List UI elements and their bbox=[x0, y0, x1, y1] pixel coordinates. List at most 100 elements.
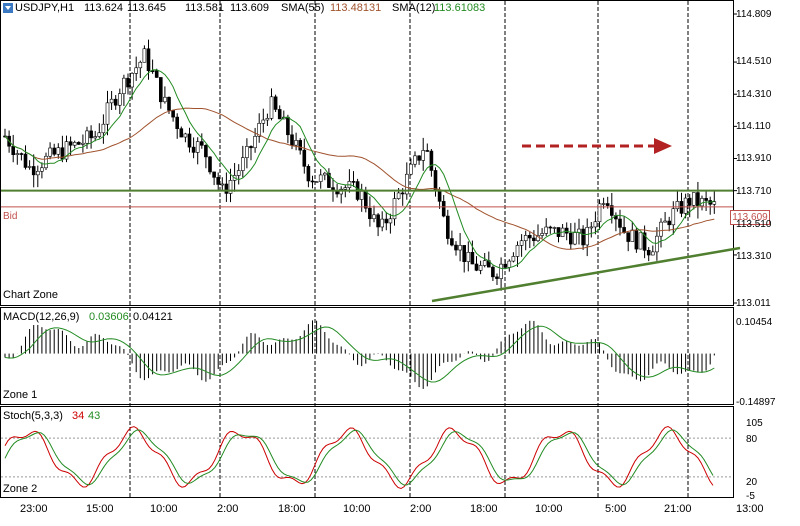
candle-body bbox=[208, 156, 212, 173]
candle-body bbox=[388, 218, 393, 224]
candle-body bbox=[540, 233, 544, 236]
candle-body bbox=[691, 192, 696, 206]
sma-short-value: 113.61083 bbox=[434, 2, 486, 14]
trend-line bbox=[431, 246, 741, 303]
candle-body bbox=[134, 67, 138, 74]
candle-body bbox=[175, 116, 179, 129]
time-label: 18:00 bbox=[278, 503, 306, 515]
macd-title: MACD(12,26,9) bbox=[3, 311, 80, 323]
candle-body bbox=[245, 146, 249, 158]
macd-tick: -0.14897 bbox=[736, 397, 776, 408]
candle-body bbox=[663, 220, 667, 223]
candle-body bbox=[351, 181, 356, 183]
candle-body bbox=[290, 134, 294, 146]
candle-body bbox=[687, 197, 692, 206]
time-label: 23:00 bbox=[20, 503, 48, 515]
main-pane-frame bbox=[0, 0, 734, 306]
price-tick: 113.710 bbox=[736, 186, 772, 197]
sma-long-value: 113.48131 bbox=[330, 2, 382, 14]
candle-body bbox=[462, 245, 467, 262]
sma-short-label: SMA(12) bbox=[392, 2, 436, 14]
candle-body bbox=[216, 177, 220, 185]
candle-body bbox=[183, 133, 188, 138]
candle-body bbox=[548, 226, 553, 229]
candle-body bbox=[421, 150, 426, 161]
candle-body bbox=[372, 214, 376, 220]
candle-body bbox=[179, 128, 184, 138]
candle-body bbox=[81, 142, 85, 145]
candle-body bbox=[224, 183, 229, 194]
candle-body bbox=[650, 251, 655, 256]
candle-body bbox=[265, 118, 270, 121]
candle-body bbox=[318, 174, 323, 182]
candle-body bbox=[31, 166, 36, 176]
candle-body bbox=[491, 266, 495, 278]
candle-body bbox=[286, 116, 290, 136]
candle-body bbox=[343, 187, 348, 190]
candle-body bbox=[327, 172, 331, 188]
price-tick: 113.011 bbox=[736, 298, 771, 309]
stoch-k-value: 34 bbox=[72, 410, 85, 422]
candle-body bbox=[404, 173, 409, 195]
candle-body bbox=[171, 110, 175, 118]
candle-body bbox=[142, 48, 147, 63]
candle-body bbox=[322, 172, 327, 176]
candle-body bbox=[655, 235, 659, 253]
candle-body bbox=[380, 218, 385, 228]
candle-body bbox=[696, 192, 700, 207]
open-price: 113.624 bbox=[84, 2, 123, 14]
bid-price-tag: 113.609 bbox=[730, 210, 770, 225]
candle-body bbox=[413, 155, 417, 165]
candle-body bbox=[400, 192, 405, 195]
candle-body bbox=[101, 123, 106, 134]
macd-signal-line bbox=[4, 325, 715, 383]
candle-body bbox=[368, 207, 372, 220]
candle-body bbox=[146, 48, 151, 72]
candle-body bbox=[236, 170, 241, 176]
candle-body bbox=[507, 260, 512, 268]
candle-body bbox=[273, 96, 278, 110]
candle-body bbox=[72, 142, 77, 146]
candle-body bbox=[122, 77, 126, 94]
candle-body bbox=[589, 226, 594, 229]
candle-body bbox=[384, 218, 389, 224]
candle-body bbox=[495, 276, 499, 279]
candle-body bbox=[310, 180, 315, 183]
candle-body bbox=[253, 136, 257, 149]
candle-body bbox=[704, 198, 708, 201]
candle-body bbox=[167, 96, 171, 111]
price-tick: 113.510 bbox=[736, 219, 772, 230]
candle-body bbox=[679, 201, 684, 214]
candle-body bbox=[35, 170, 40, 176]
candle-body bbox=[363, 191, 368, 209]
candle-body bbox=[532, 237, 536, 242]
candle-body bbox=[19, 153, 24, 155]
forecast-arrow-head bbox=[654, 138, 672, 154]
candle-body bbox=[519, 240, 524, 246]
symbol-dropdown-icon[interactable] bbox=[3, 3, 13, 17]
candle-body bbox=[56, 147, 61, 155]
candle-body bbox=[48, 147, 52, 157]
candle-body bbox=[396, 192, 401, 199]
stoch-d-value: 43 bbox=[88, 410, 101, 422]
candle-body bbox=[573, 232, 577, 245]
candle-body bbox=[593, 221, 598, 228]
candle-body bbox=[441, 201, 446, 217]
candle-body bbox=[700, 198, 704, 207]
candle-body bbox=[359, 191, 364, 200]
stoch-title: Stoch(5,3,3) bbox=[3, 410, 63, 422]
candle-body bbox=[187, 133, 192, 148]
sma-12-line bbox=[4, 69, 715, 270]
candle-body bbox=[417, 155, 421, 161]
candle-body bbox=[261, 119, 266, 124]
candle-body bbox=[425, 150, 430, 152]
stoch-pane-frame bbox=[0, 406, 734, 498]
candle-body bbox=[241, 157, 245, 171]
candle-body bbox=[212, 171, 216, 178]
time-label: 5:00 bbox=[605, 503, 627, 515]
high-price: 113.645 bbox=[127, 2, 166, 14]
candle-body bbox=[585, 227, 590, 246]
candle-body bbox=[306, 166, 311, 182]
